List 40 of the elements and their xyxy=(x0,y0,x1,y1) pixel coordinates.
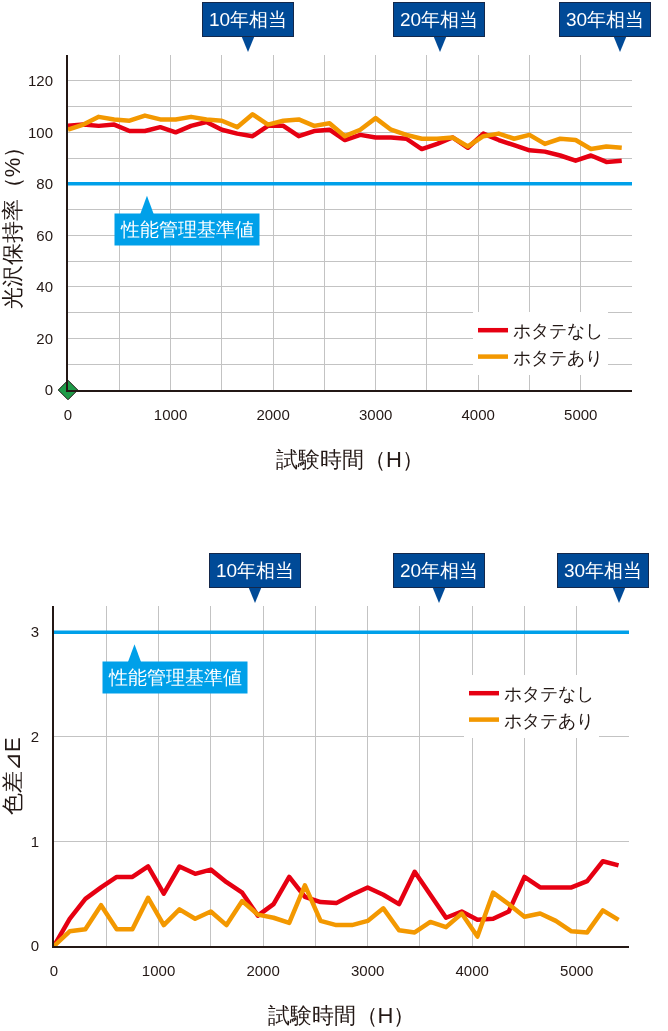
text: 30年相当 xyxy=(566,9,645,30)
x-tick-label: 2000 xyxy=(256,406,290,423)
text: 10年相当 xyxy=(216,560,295,581)
x-axis-title: 試験時間（H） xyxy=(276,447,424,473)
x-tick-label: 2000 xyxy=(246,962,280,979)
y-axis-title: 光沢保持率（%） xyxy=(0,135,25,310)
y-tick-label: 40 xyxy=(36,278,53,296)
y-tick-label: 0 xyxy=(44,381,53,399)
x-tick-label: 1000 xyxy=(153,406,188,423)
x-tick-label: 4000 xyxy=(455,962,489,979)
y-tick-label: 80 xyxy=(36,175,53,193)
x-tick-label: 4000 xyxy=(461,406,495,423)
text: 20年相当 xyxy=(400,9,479,30)
ref-line-label: 性能管理基準値 xyxy=(120,219,254,240)
legend-label: ホタテなし xyxy=(504,684,594,705)
x-tick-label: 5000 xyxy=(564,406,598,423)
text: 30年相当 xyxy=(564,560,643,581)
legend-label: ホタテあり xyxy=(504,710,594,731)
y-tick-label: 100 xyxy=(27,123,53,141)
y-tick-label: 1 xyxy=(30,832,39,850)
y-axis-title: 色差⊿E xyxy=(0,737,25,815)
ref-line-label: 性能管理基準値 xyxy=(108,667,242,688)
text: 10年相当 xyxy=(209,9,288,30)
y-tick-label: 120 xyxy=(27,72,53,90)
legend-label: ホタテなし xyxy=(513,321,603,342)
y-tick-label: 0 xyxy=(30,937,39,955)
line-series xyxy=(68,112,624,152)
y-tick-label: 20 xyxy=(36,329,53,347)
legend-label: ホタテあり xyxy=(513,347,603,368)
x-axis-title: 試験時間（H） xyxy=(267,1003,416,1029)
text: 20年相当 xyxy=(400,560,479,581)
line-series xyxy=(54,883,621,946)
y-tick-label: 60 xyxy=(36,226,53,244)
x-tick-label: 3000 xyxy=(358,406,393,423)
y-tick-label: 3 xyxy=(30,623,39,641)
y-tick-label: 2 xyxy=(30,728,39,746)
x-tick-label: 5000 xyxy=(560,962,594,979)
x-tick-label: 3000 xyxy=(350,962,385,979)
x-tick-label: 1000 xyxy=(141,962,176,979)
x-tick-label: 0 xyxy=(63,406,73,423)
